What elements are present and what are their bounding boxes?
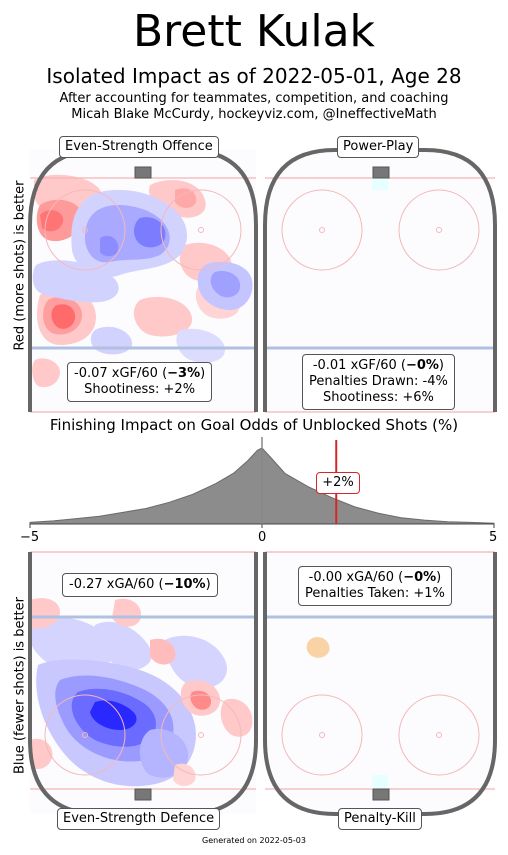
penalty-kill-stats: -0.00 xGA/60 (−0%) Penalties Taken: +1% xyxy=(298,566,452,606)
es-offence-label: Even-Strength Offence xyxy=(59,136,219,158)
x-tick-min: −5 xyxy=(20,530,40,545)
top-y-axis-label: Red (more shots) is better xyxy=(12,180,28,351)
es-offence-xg-line: -0.07 xGF/60 (−3%) xyxy=(74,366,206,381)
penalty-kill-label: Penalty-Kill xyxy=(338,808,422,830)
es-defence-stats: -0.27 xGA/60 (−10%) xyxy=(62,573,218,597)
power-play-xg-line: -0.01 xGF/60 (−0%) xyxy=(312,358,444,373)
power-play-penalties-drawn: Penalties Drawn: -4% xyxy=(309,374,448,389)
bottom-y-axis-label: Blue (fewer shots) is better xyxy=(12,597,28,774)
x-tick-max: 5 xyxy=(489,530,498,545)
penalty-kill-xg-line: -0.00 xGA/60 (−0%) xyxy=(308,570,442,585)
es-offence-rink xyxy=(28,148,258,413)
power-play-stats: -0.01 xGF/60 (−0%) Penalties Drawn: -4% … xyxy=(302,354,455,410)
finishing-chart-title: Finishing Impact on Goal Odds of Unblock… xyxy=(49,416,459,434)
page-subtitle: Isolated Impact as of 2022-05-01, Age 28 xyxy=(46,64,462,88)
power-play-shootiness: Shootiness: +6% xyxy=(322,390,434,405)
power-play-label: Power-Play xyxy=(337,136,420,158)
es-defence-xg-line: -0.27 xGA/60 (−10%) xyxy=(69,577,211,592)
footer-note: Generated on 2022-05-03 xyxy=(202,836,306,845)
player-value-label: +2% xyxy=(316,472,360,494)
x-tick-zero: 0 xyxy=(258,530,267,545)
page-title: Brett Kulak xyxy=(132,6,376,57)
penalty-kill-penalties-taken: Penalties Taken: +1% xyxy=(305,586,445,601)
es-offence-shootiness: Shootiness: +2% xyxy=(84,382,196,397)
finishing-axis xyxy=(29,437,495,528)
es-offence-stats: -0.07 xGF/60 (−3%) Shootiness: +2% xyxy=(67,362,213,402)
es-defence-label: Even-Strength Defence xyxy=(57,808,221,830)
credits-note: Micah Blake McCurdy, hockeyviz.com, @Ine… xyxy=(71,107,437,122)
method-note: After accounting for teammates, competit… xyxy=(59,91,449,106)
